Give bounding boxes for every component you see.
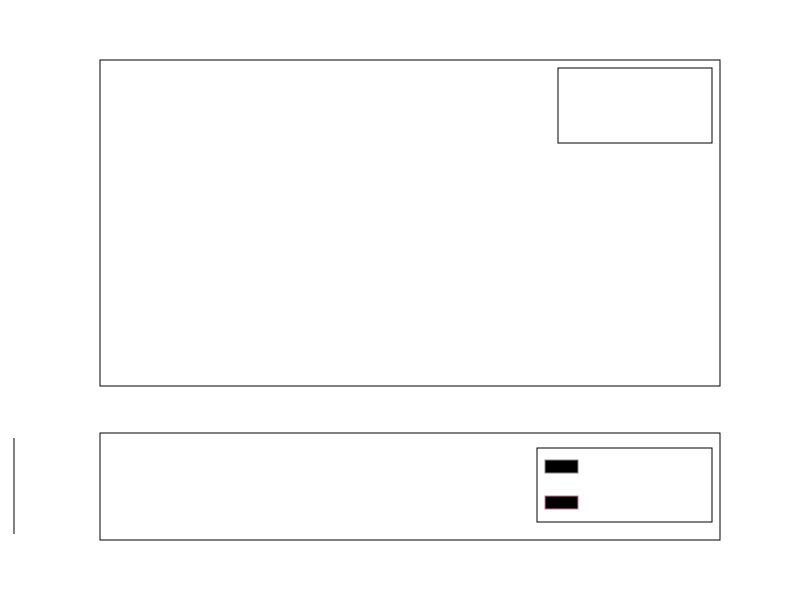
legend-swatch-sigma-pixel [544,495,579,510]
residual-frame [99,432,721,541]
legend-swatch-sigma-continuum [544,459,579,474]
legend [557,67,713,144]
legend-residual [536,447,713,523]
residual-panel [13,432,721,541]
plot-frame [99,59,721,387]
legend-box [557,67,713,144]
legend-box-residual [536,447,713,523]
spectrum-panel [99,59,721,387]
